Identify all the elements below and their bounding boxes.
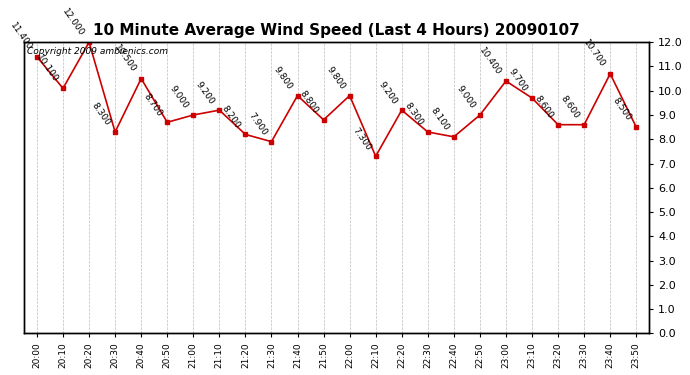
Text: 9.800: 9.800 <box>324 65 346 91</box>
Text: 9.200: 9.200 <box>194 80 216 106</box>
Text: 11.400: 11.400 <box>8 21 34 53</box>
Text: 9.700: 9.700 <box>506 67 529 94</box>
Text: 9.200: 9.200 <box>377 80 399 106</box>
Text: 8.700: 8.700 <box>142 92 164 118</box>
Text: 8.600: 8.600 <box>533 94 555 120</box>
Text: 8.300: 8.300 <box>90 101 112 128</box>
Text: 12.000: 12.000 <box>61 7 86 38</box>
Text: 8.200: 8.200 <box>220 104 242 130</box>
Text: 8.300: 8.300 <box>402 101 424 128</box>
Text: 9.000: 9.000 <box>455 84 477 111</box>
Text: 9.000: 9.000 <box>168 84 190 111</box>
Text: Copyright 2009 ambienics.com: Copyright 2009 ambienics.com <box>27 46 168 56</box>
Text: 7.300: 7.300 <box>351 126 373 152</box>
Text: 8.500: 8.500 <box>611 96 633 123</box>
Title: 10 Minute Average Wind Speed (Last 4 Hours) 20090107: 10 Minute Average Wind Speed (Last 4 Hou… <box>93 23 580 38</box>
Text: 7.900: 7.900 <box>246 111 268 137</box>
Text: 8.600: 8.600 <box>559 94 581 120</box>
Text: 10.700: 10.700 <box>582 38 607 69</box>
Text: 8.100: 8.100 <box>428 106 451 132</box>
Text: 9.800: 9.800 <box>272 65 295 91</box>
Text: 10.100: 10.100 <box>34 53 60 84</box>
Text: 10.400: 10.400 <box>477 46 503 76</box>
Text: 10.500: 10.500 <box>112 43 138 74</box>
Text: 8.800: 8.800 <box>298 89 320 116</box>
